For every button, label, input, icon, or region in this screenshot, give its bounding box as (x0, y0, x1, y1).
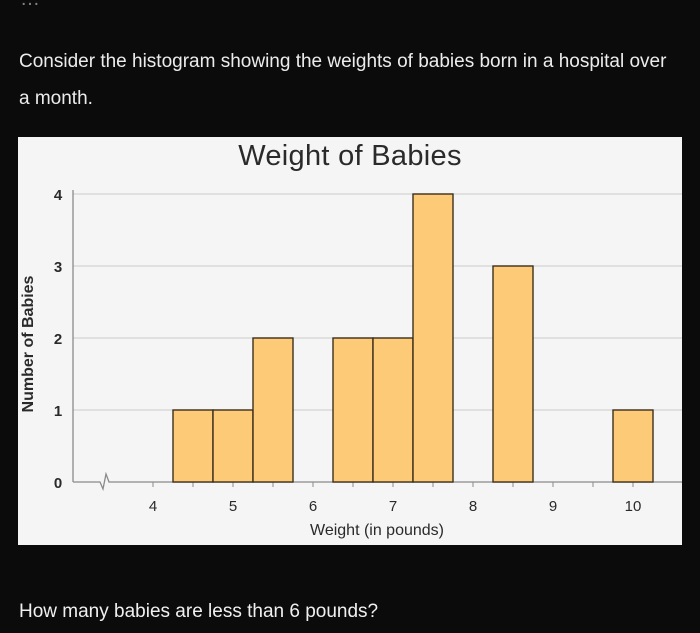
histogram-bar (412, 193, 454, 483)
histogram-bar (492, 265, 534, 483)
histogram: 0 1 2 3 4 4 5 6 7 8 9 10 Weight (in pounds) Number of… (20, 187, 682, 539)
histogram-bar (372, 337, 414, 483)
y-tick-label: 4 (54, 187, 63, 204)
y-tick-label: 2 (54, 331, 62, 348)
prompt-text: Consider the histogram showing the weigh… (19, 51, 667, 109)
x-tick-label: 7 (389, 498, 397, 515)
x-tick-label: 9 (549, 498, 557, 515)
histogram-bar (332, 337, 374, 483)
x-tick-label: 6 (309, 498, 317, 515)
cutoff-text: … (20, 0, 40, 11)
y-tick-label: 1 (54, 403, 62, 420)
x-tick-label: 4 (149, 498, 157, 515)
y-tick-label: 3 (54, 259, 62, 276)
x-tick-label: 8 (469, 498, 477, 515)
histogram-bar (252, 337, 294, 483)
histogram-bar (172, 409, 214, 483)
question-text: How many babies are less than 6 pounds? (19, 601, 379, 622)
histogram-bar (212, 409, 254, 483)
chart-title: Weight of Babies (238, 140, 462, 172)
x-tick-label: 10 (625, 498, 642, 515)
histogram-bar (612, 409, 654, 483)
x-axis-label: Weight (in pounds) (310, 522, 444, 539)
chart-panel: 0 1 2 3 4 4 5 6 7 8 9 10 Weight (in pounds) Number of… (18, 137, 682, 545)
y-tick-label: 0 (54, 475, 62, 492)
x-tick-label: 5 (229, 498, 237, 515)
y-axis-label: Number of Babies (20, 275, 37, 412)
